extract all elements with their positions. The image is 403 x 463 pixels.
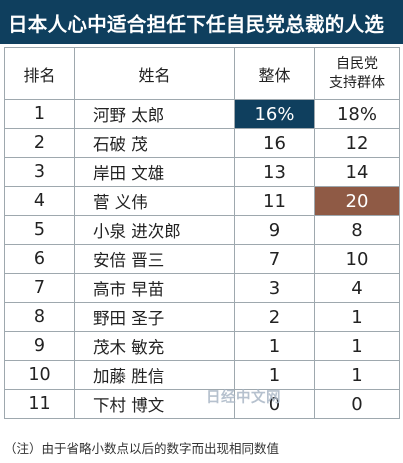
name-cell: 石破 茂 xyxy=(74,128,235,158)
rank-cell: 11 xyxy=(4,389,75,419)
overall-cell: 7 xyxy=(234,244,315,274)
rank-cell: 3 xyxy=(4,157,75,187)
supporters-cell: 12 xyxy=(314,128,400,158)
table-row: 7 高市 早苗 3 4 xyxy=(4,273,400,303)
table-row: 2 石破 茂 16 12 xyxy=(4,128,400,158)
supporters-cell: 4 xyxy=(314,273,400,303)
supporters-cell: 20 xyxy=(314,186,400,216)
name-cell: 野田 圣子 xyxy=(74,302,235,332)
ranking-table: 排名 姓名 整体 自民党 支持群体 1 河野 太郎 16% 18% 2 石破 茂 16 12 3… xyxy=(4,47,400,419)
overall-cell: 3 xyxy=(234,273,315,303)
header-supporters-line2: 支持群体 xyxy=(329,74,385,91)
rank-cell: 5 xyxy=(4,215,75,245)
overall-cell: 0 xyxy=(234,389,315,419)
table-row: 9 茂木 敏充 1 1 xyxy=(4,331,400,361)
supporters-cell: 10 xyxy=(314,244,400,274)
overall-cell: 16 xyxy=(234,128,315,158)
table-row: 1 河野 太郎 16% 18% xyxy=(4,99,400,129)
name-cell: 茂木 敏充 xyxy=(74,331,235,361)
header-supporters: 自民党 支持群体 xyxy=(314,47,400,100)
overall-cell: 1 xyxy=(234,331,315,361)
table-row: 3 岸田 文雄 13 14 xyxy=(4,157,400,187)
header-supporters-line1: 自民党 xyxy=(336,55,378,72)
overall-cell: 1 xyxy=(234,360,315,390)
supporters-cell: 8 xyxy=(314,215,400,245)
name-cell: 岸田 文雄 xyxy=(74,157,235,187)
footnote: （注）由于省略小数点以后的数字而出现相同数值 xyxy=(4,441,280,456)
table-header-row: 排名 姓名 整体 自民党 支持群体 xyxy=(4,47,400,100)
table-row: 11 下村 博文 0 0 xyxy=(4,389,400,419)
name-cell: 小泉 进次郎 xyxy=(74,215,235,245)
supporters-cell: 18% xyxy=(314,99,400,129)
page-title: 日本人心中适合担任下任自民党总裁的人选 xyxy=(0,0,403,44)
name-cell: 河野 太郎 xyxy=(74,99,235,129)
header-overall: 整体 xyxy=(234,47,315,100)
name-cell: 安倍 晋三 xyxy=(74,244,235,274)
overall-cell: 16% xyxy=(234,99,315,129)
supporters-cell: 1 xyxy=(314,331,400,361)
header-rank: 排名 xyxy=(4,47,75,100)
table-row: 8 野田 圣子 2 1 xyxy=(4,302,400,332)
rank-cell: 6 xyxy=(4,244,75,274)
watermark-logo: 日经中文网 xyxy=(206,390,281,406)
table-row: 10 加藤 胜信 1 1 xyxy=(4,360,400,390)
rank-cell: 1 xyxy=(4,99,75,129)
rank-cell: 7 xyxy=(4,273,75,303)
overall-cell: 13 xyxy=(234,157,315,187)
name-cell: 加藤 胜信 xyxy=(74,360,235,390)
overall-cell: 11 xyxy=(234,186,315,216)
rank-cell: 2 xyxy=(4,128,75,158)
name-cell: 高市 早苗 xyxy=(74,273,235,303)
supporters-cell: 14 xyxy=(314,157,400,187)
overall-cell: 2 xyxy=(234,302,315,332)
supporters-cell: 1 xyxy=(314,302,400,332)
supporters-cell: 1 xyxy=(314,360,400,390)
rank-cell: 4 xyxy=(4,186,75,216)
rank-cell: 9 xyxy=(4,331,75,361)
supporters-cell: 0 xyxy=(314,389,400,419)
rank-cell: 10 xyxy=(4,360,75,390)
overall-cell: 9 xyxy=(234,215,315,245)
table-row: 6 安倍 晋三 7 10 xyxy=(4,244,400,274)
table-row: 5 小泉 进次郎 9 8 xyxy=(4,215,400,245)
header-name: 姓名 xyxy=(74,47,235,100)
rank-cell: 8 xyxy=(4,302,75,332)
name-cell: 菅 义伟 xyxy=(74,186,235,216)
